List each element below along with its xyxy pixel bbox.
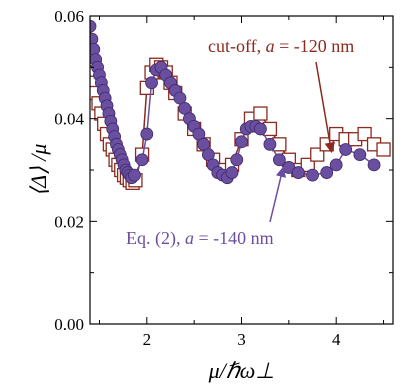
data-point-circle: [329, 158, 343, 172]
data-point-circle: [306, 168, 319, 182]
data-point-square: [253, 106, 268, 121]
data-point-circle: [367, 158, 381, 172]
y-tick-label: 0.06: [54, 7, 84, 26]
data-point-circle: [225, 166, 239, 179]
data-point-circle: [272, 153, 286, 167]
data-point-circle: [90, 19, 97, 33]
y-tick-label: 0.00: [54, 315, 84, 334]
annotation-arrow-cutoff: [315, 61, 336, 154]
data-point-circle: [128, 168, 141, 182]
plot-area: [90, 19, 391, 190]
annotation-arrow-eq2: [269, 166, 287, 223]
axes: 2 3 4 0.00 0.02 0.04 0.06 μ/ℏω⊥ ⟨Δ⟩ /μ: [26, 7, 394, 383]
y-tick-label: 0.02: [54, 212, 84, 231]
data-point-square: [376, 142, 391, 157]
data-point-circle: [230, 153, 244, 167]
y-tick-label: 0.04: [54, 110, 84, 129]
annotation-eq2: Eq. (2), a = -140 nm: [126, 228, 274, 249]
data-point-circle: [339, 143, 353, 156]
y-axis-label: ⟨Δ⟩ /μ: [26, 144, 51, 197]
x-tick-label: 2: [143, 330, 152, 349]
data-point-circle: [235, 135, 248, 149]
x-axis-label: μ/ℏω⊥: [208, 358, 275, 383]
data-point-circle: [135, 153, 149, 167]
data-point-circle: [140, 127, 154, 141]
data-point-circle: [254, 122, 267, 136]
annotations: cut-off, a = -120 nm Eq. (2), a = -140 nm: [126, 36, 354, 249]
x-tick-label: 3: [237, 330, 246, 349]
data-point-circle: [291, 166, 305, 179]
data-point-circle: [145, 76, 158, 90]
data-point-circle: [320, 166, 334, 179]
data-point-circle: [353, 148, 367, 162]
annotation-cutoff: cut-off, a = -120 nm: [208, 36, 354, 56]
x-tick-label: 4: [332, 330, 341, 349]
data-point-circle: [263, 137, 277, 151]
